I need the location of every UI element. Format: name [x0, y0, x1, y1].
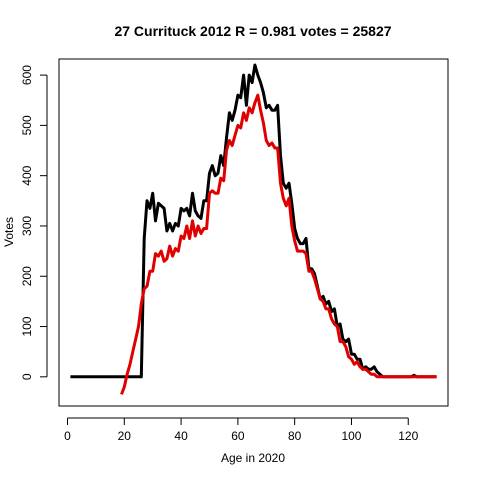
series-layer [70, 63, 437, 395]
y-tick-label: 500 [20, 115, 34, 135]
series-line-1 [70, 63, 437, 379]
x-tick-label: 60 [231, 429, 245, 443]
y-axis: 0 100 200 300 400 500 600 [20, 65, 48, 380]
x-tick-label: 0 [64, 429, 71, 443]
x-tick-label: 120 [398, 429, 418, 443]
plot-frame [58, 58, 449, 407]
series-line-2 [120, 93, 437, 395]
y-tick-label: 0 [20, 373, 34, 380]
x-ticks: 0 20 40 60 80 100 120 [64, 418, 419, 443]
y-tick-label: 200 [20, 266, 34, 286]
x-tick-label: 100 [341, 429, 361, 443]
x-axis-label: Age in 2020 [221, 451, 285, 465]
x-tick-label: 40 [174, 429, 188, 443]
x-axis: 0 20 40 60 80 100 120 [64, 417, 419, 443]
x-tick-label: 80 [288, 429, 302, 443]
y-tick-label: 100 [20, 316, 34, 336]
y-ticks: 0 100 200 300 400 500 600 [20, 65, 47, 380]
y-axis-label: Votes [2, 217, 16, 247]
x-tick-label: 20 [118, 429, 132, 443]
y-tick-label: 300 [20, 216, 34, 236]
plot-area [58, 58, 449, 407]
y-tick-label: 400 [20, 165, 34, 185]
chart-title: 27 Currituck 2012 R = 0.981 votes = 2582… [114, 23, 391, 39]
y-tick-label: 600 [20, 65, 34, 85]
